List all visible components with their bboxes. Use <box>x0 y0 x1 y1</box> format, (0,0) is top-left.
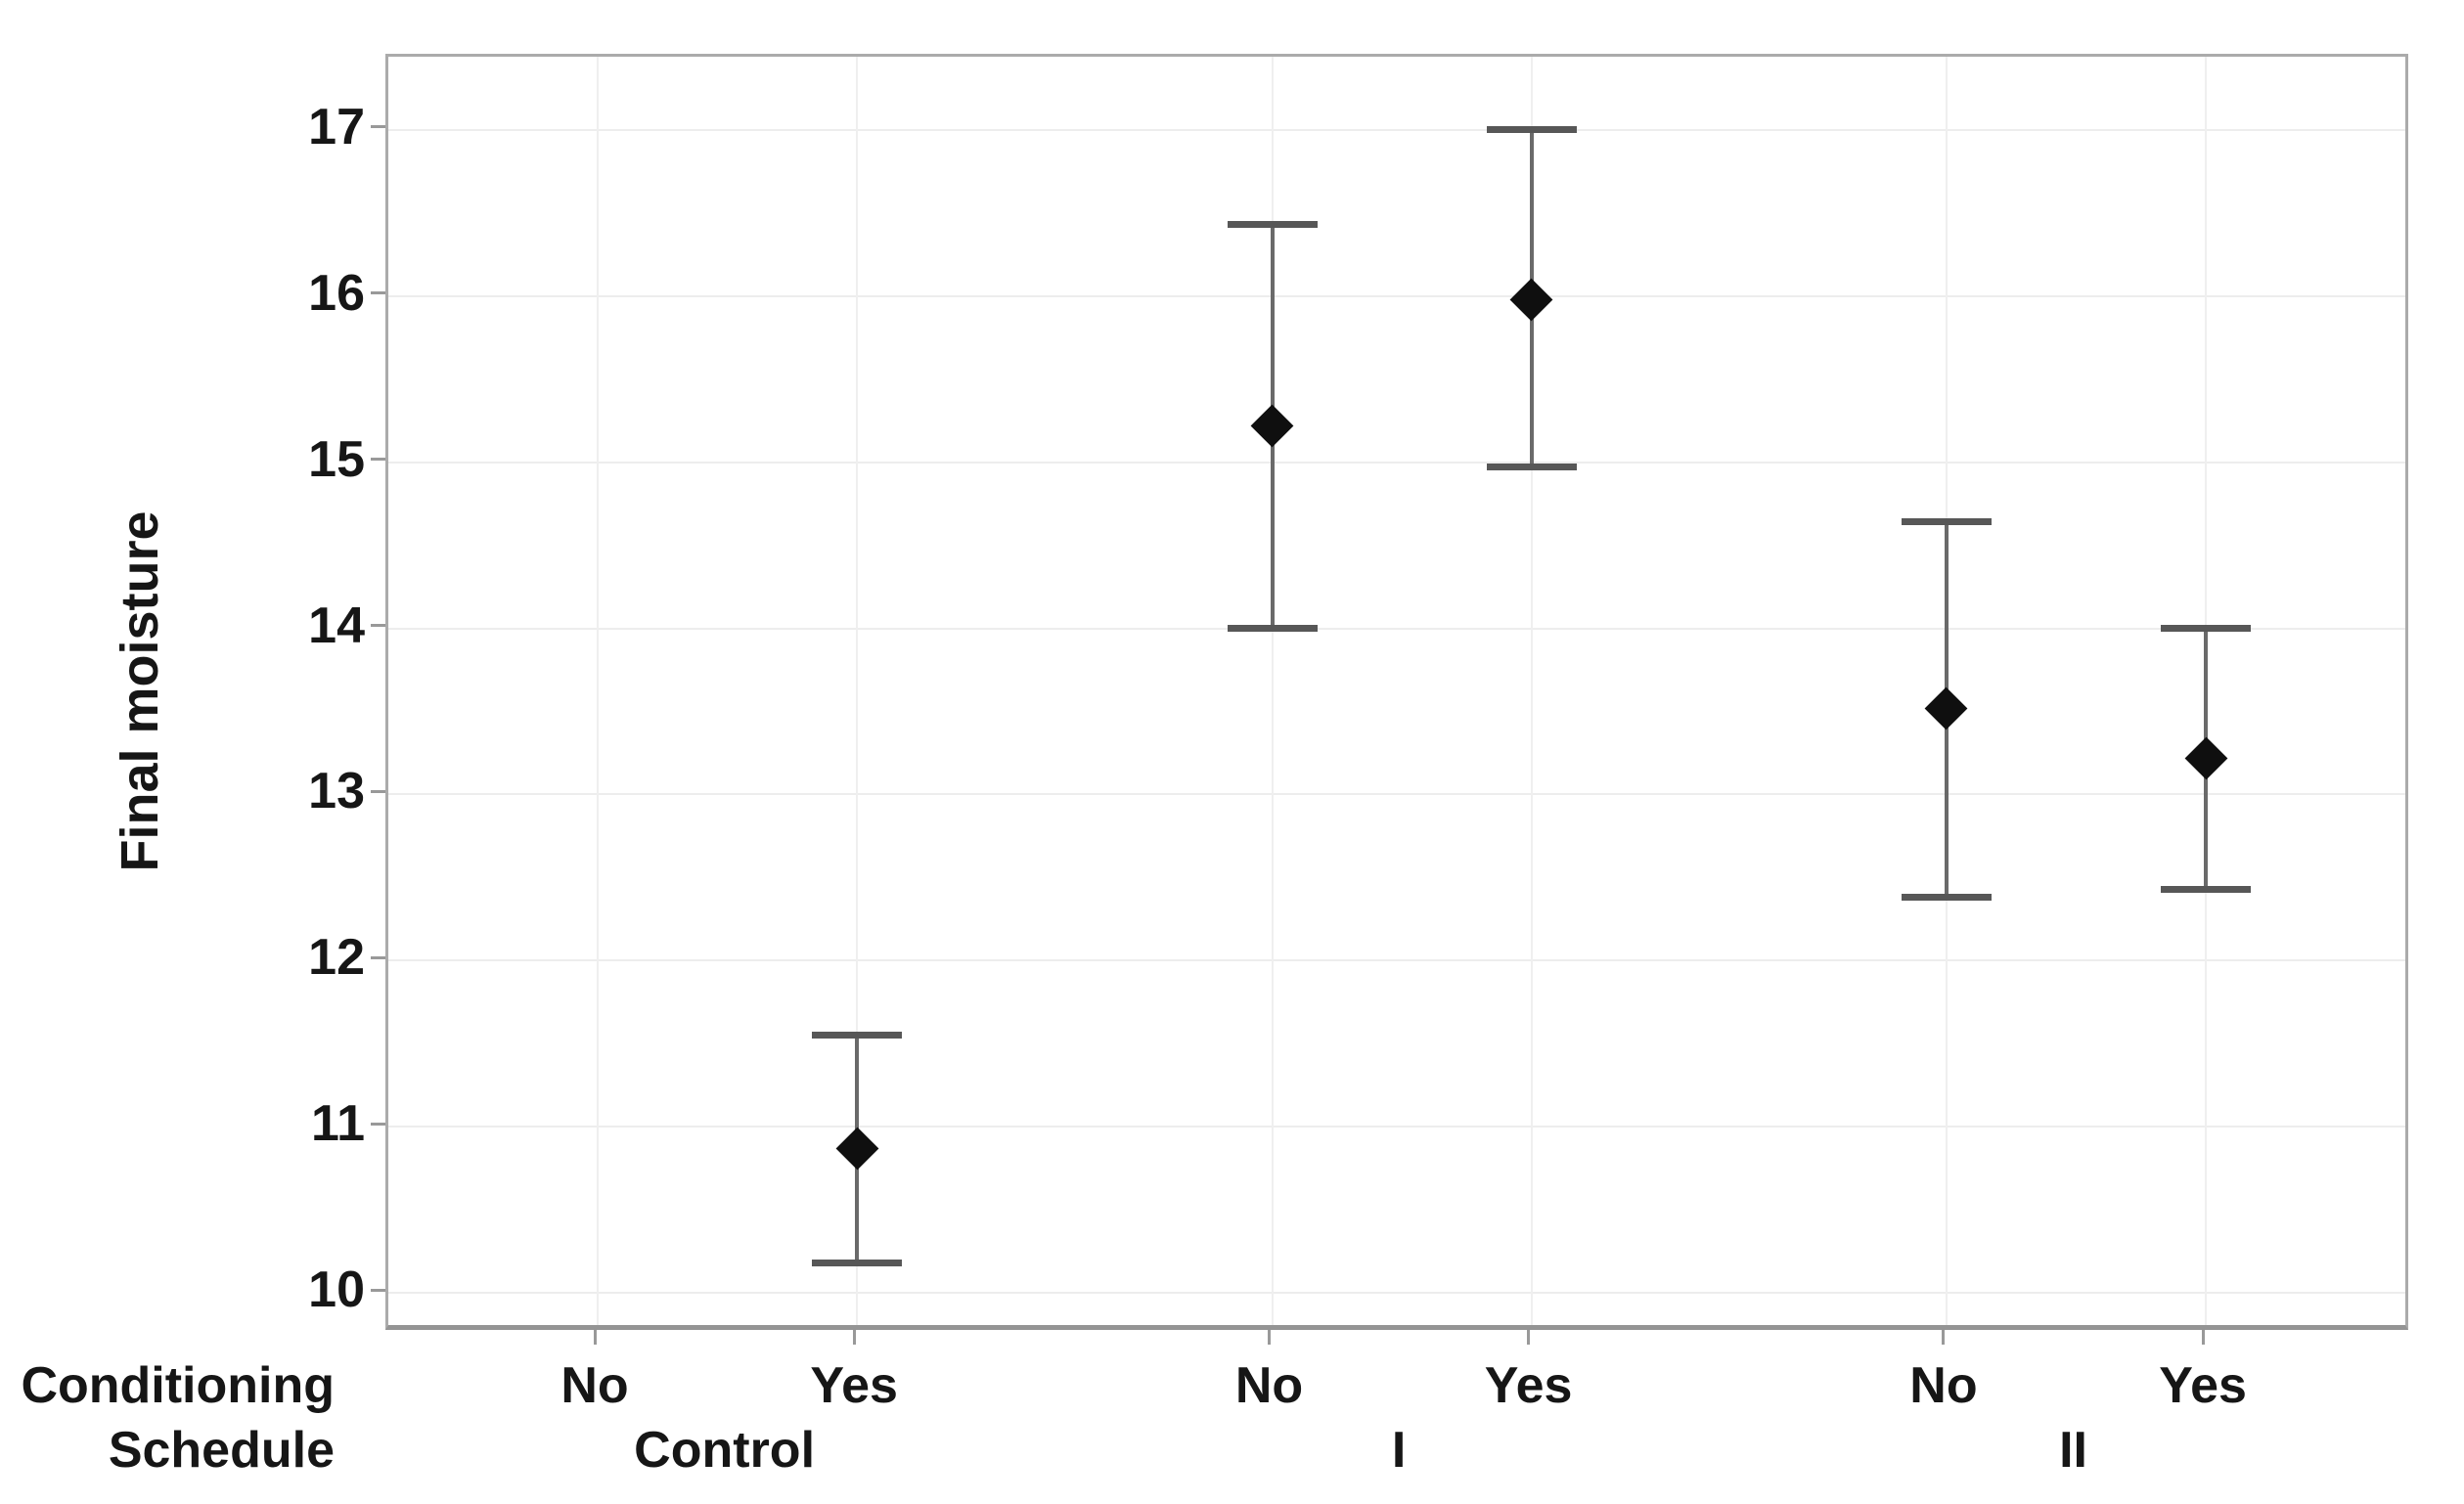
y-tick-label: 16 <box>308 264 365 322</box>
interval-cap-top <box>812 1032 903 1040</box>
y-tick-label: 10 <box>308 1261 365 1319</box>
conditioning-label: No <box>1234 1357 1304 1414</box>
interval-cap-bottom <box>2161 885 2252 893</box>
v-gridline <box>856 57 859 1325</box>
y-tick <box>371 125 385 129</box>
y-tick <box>371 291 385 295</box>
y-tick <box>371 789 385 793</box>
interval-cap-top <box>1227 221 1318 229</box>
h-gridline <box>388 461 2405 464</box>
schedule-label: Control <box>634 1422 816 1479</box>
h-gridline <box>388 793 2405 796</box>
interval-cap-bottom <box>1486 464 1577 471</box>
h-gridline <box>388 294 2405 297</box>
mean-diamond-marker <box>1509 278 1553 321</box>
interval-cap-top <box>2161 625 2252 633</box>
mean-diamond-marker <box>1925 686 1968 730</box>
interval-cap-top <box>1486 126 1577 134</box>
v-gridline <box>597 57 600 1325</box>
schedule-label: I <box>1391 1422 1407 1479</box>
y-tick <box>371 1288 385 1292</box>
y-tick-label: 12 <box>308 929 365 987</box>
interval-cap-bottom <box>1901 894 1992 902</box>
y-tick-label: 15 <box>308 430 365 488</box>
interval-cap-bottom <box>812 1260 903 1267</box>
y-tick <box>371 458 385 462</box>
x-tick <box>1268 1330 1271 1345</box>
plot-area <box>385 54 2408 1330</box>
conditioning-label: No <box>1909 1357 1978 1414</box>
interval-cap-top <box>1901 518 1992 526</box>
y-tick-label: 14 <box>308 597 365 654</box>
schedule-label: II <box>2059 1422 2087 1479</box>
y-tick-label: 11 <box>311 1095 365 1153</box>
mean-diamond-marker <box>1250 404 1294 448</box>
x-axis-row-label-schedule: Schedule <box>108 1422 335 1479</box>
x-tick <box>1527 1330 1531 1345</box>
h-gridline <box>388 959 2405 962</box>
y-tick <box>371 955 385 959</box>
x-axis-row-label-conditioning: Conditioning <box>21 1357 335 1414</box>
x-tick <box>2201 1330 2205 1345</box>
mean-diamond-marker <box>2184 736 2228 779</box>
x-tick <box>593 1330 597 1345</box>
h-gridline <box>388 1126 2405 1128</box>
v-gridline <box>1271 57 1274 1325</box>
conditioning-label: Yes <box>810 1357 898 1414</box>
x-tick <box>852 1330 856 1345</box>
v-gridline <box>1530 57 1533 1325</box>
y-tick-label: 17 <box>308 98 365 155</box>
conditioning-label: Yes <box>1484 1357 1573 1414</box>
conditioning-label: No <box>560 1357 629 1414</box>
h-gridline <box>388 627 2405 630</box>
h-gridline <box>388 128 2405 131</box>
y-tick-label: 13 <box>308 763 365 820</box>
conditioning-label: Yes <box>2159 1357 2247 1414</box>
interval-cap-bottom <box>1227 625 1318 633</box>
mean-diamond-marker <box>835 1127 879 1171</box>
x-tick <box>1942 1330 1946 1345</box>
y-tick <box>371 1122 385 1126</box>
y-tick <box>371 624 385 628</box>
h-gridline <box>388 1292 2405 1295</box>
